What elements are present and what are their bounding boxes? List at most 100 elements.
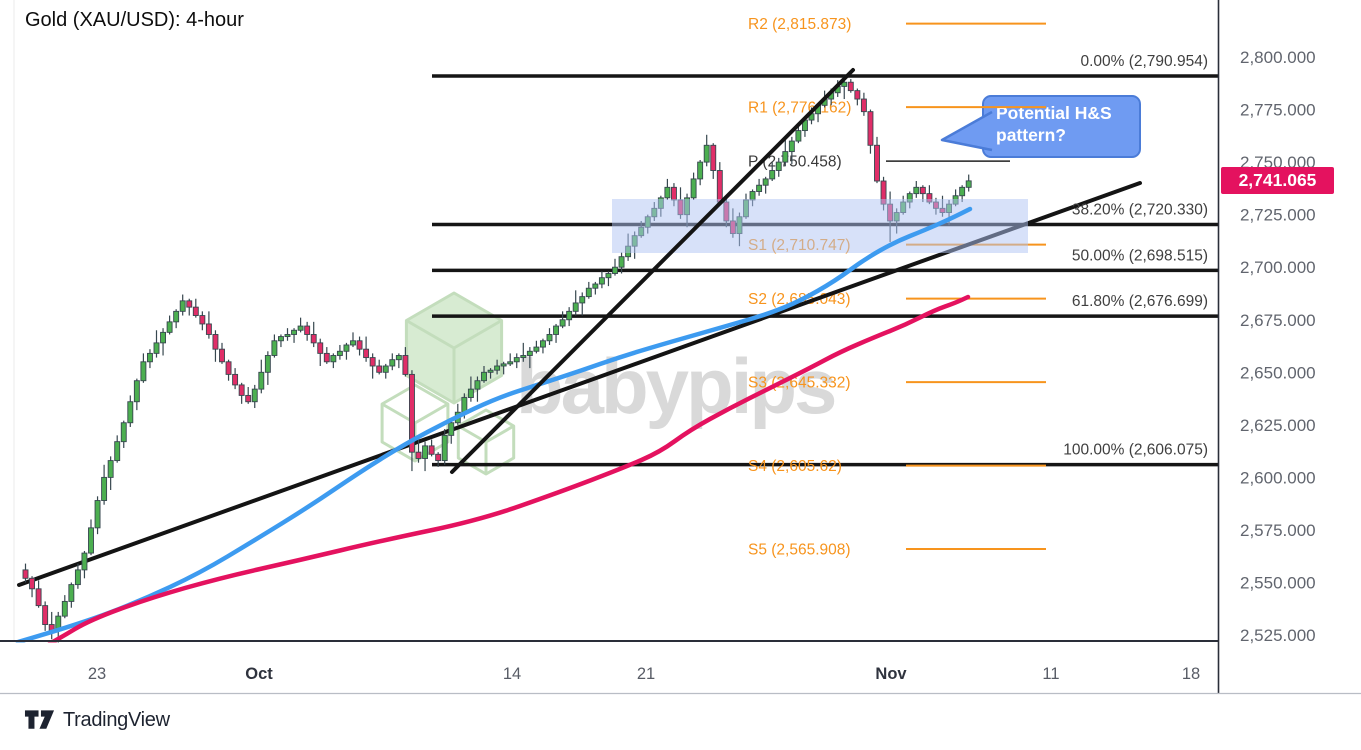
candle-body	[775, 161, 782, 171]
candle-body	[330, 355, 337, 363]
candle-body	[540, 340, 546, 348]
time-axis-panel[interactable]	[0, 642, 1361, 692]
fib-labels: 0.00% (2,790.954) 38.20% (2,720.330) 50.00…	[1063, 53, 1208, 459]
candle-body	[409, 373, 415, 453]
candle-body	[153, 342, 160, 354]
page-title: Gold (XAU/USD): 4-hour	[25, 9, 244, 31]
candle-body	[166, 321, 173, 333]
candle-body	[618, 256, 625, 268]
time-tick-label: 11	[1042, 665, 1059, 683]
candle-body	[664, 186, 671, 199]
candle-body	[782, 151, 789, 163]
candle-body	[598, 277, 605, 285]
ma-fast-line	[15, 206, 973, 645]
tradingview-label: TradingView	[63, 708, 170, 731]
candle-body	[559, 319, 566, 327]
candle-body	[919, 186, 926, 195]
fib-label: 0.00% (2,790.954)	[1080, 53, 1208, 70]
candle-body	[22, 569, 29, 579]
candle-body	[867, 111, 874, 146]
price-tick-label: 2,600.000	[1240, 468, 1316, 487]
time-tick-label: 18	[1182, 665, 1200, 683]
candle-body	[959, 186, 966, 197]
candle-body	[854, 90, 861, 100]
candle-body	[297, 325, 304, 331]
pivot-points: R2 (2,815.873) R1 (2,776.162) P (2,750.458…	[748, 16, 1046, 559]
callout-tail	[940, 110, 993, 152]
candle-body	[382, 365, 389, 373]
candle-body	[467, 388, 474, 398]
highlight-rect[interactable]	[612, 199, 1028, 253]
candle-body	[363, 348, 370, 359]
candle-body	[88, 527, 94, 554]
candle-body	[42, 605, 49, 625]
candle-body	[860, 98, 867, 113]
candle-body	[526, 350, 533, 356]
fib-label: 100.00% (2,606.075)	[1063, 442, 1208, 459]
candle-body	[133, 380, 140, 403]
candle-body	[74, 569, 81, 586]
candle-body	[494, 365, 501, 371]
candle-body	[343, 344, 350, 352]
time-tick-label: 21	[637, 665, 655, 683]
candle-body	[107, 460, 114, 478]
candle-body	[395, 355, 402, 361]
trendline-steep[interactable]	[450, 68, 855, 474]
price-tick-label: 2,625.000	[1240, 416, 1316, 435]
candle-body	[572, 302, 579, 312]
candle-body	[350, 340, 356, 346]
candle-body	[179, 300, 186, 312]
candle-body	[762, 178, 769, 186]
candle-body	[435, 453, 442, 462]
candle-body	[251, 388, 258, 403]
candle-body	[61, 600, 68, 617]
candle-body	[965, 180, 972, 188]
tradingview-attribution[interactable]: TradingView	[24, 708, 170, 732]
candle-body	[205, 323, 212, 335]
candle-body	[913, 186, 920, 195]
candle-body	[192, 306, 199, 316]
price-tick-label: 2,800.000	[1240, 48, 1316, 67]
candle-body	[323, 352, 330, 363]
candle-body	[94, 500, 101, 529]
candle-body	[605, 273, 612, 279]
candle-body	[278, 336, 284, 342]
price-axis-panel[interactable]	[1219, 0, 1361, 750]
candle-body	[245, 394, 252, 403]
candle-body	[389, 359, 396, 367]
candle-body	[546, 334, 553, 342]
price-tick-label: 2,525.000	[1240, 626, 1316, 645]
price-tick-label: 2,775.000	[1240, 101, 1316, 120]
fib-label: 61.80% (2,676.699)	[1072, 293, 1208, 310]
candle-body	[507, 361, 514, 365]
price-tick-label: 2,650.000	[1240, 363, 1316, 382]
candle-body	[284, 334, 291, 338]
candle-body	[533, 346, 540, 352]
candle-body	[592, 283, 599, 289]
candle-body	[304, 325, 311, 335]
pivot-label-S5: S5 (2,565.908)	[748, 542, 851, 559]
candle-body	[127, 401, 134, 424]
candle-body	[114, 441, 121, 462]
fib-retracement-lines[interactable]	[432, 74, 1218, 467]
candle-body	[795, 130, 802, 142]
candle-body	[841, 81, 848, 87]
candle-body	[29, 577, 35, 590]
candle-body	[422, 445, 428, 459]
candle-body	[481, 371, 487, 382]
candle-body	[500, 363, 507, 367]
candle-body	[238, 384, 245, 396]
candle-body	[756, 184, 763, 192]
candle-body	[199, 315, 206, 325]
candle-body	[874, 144, 880, 182]
candle-body	[225, 361, 232, 375]
candle-body	[232, 373, 239, 386]
candle-body	[612, 266, 618, 274]
price-tick-label: 2,550.000	[1240, 574, 1316, 593]
price-tick-label: 2,675.000	[1240, 311, 1316, 330]
candle-body	[788, 140, 795, 153]
candle-body	[160, 331, 167, 344]
candle-body	[356, 340, 363, 350]
